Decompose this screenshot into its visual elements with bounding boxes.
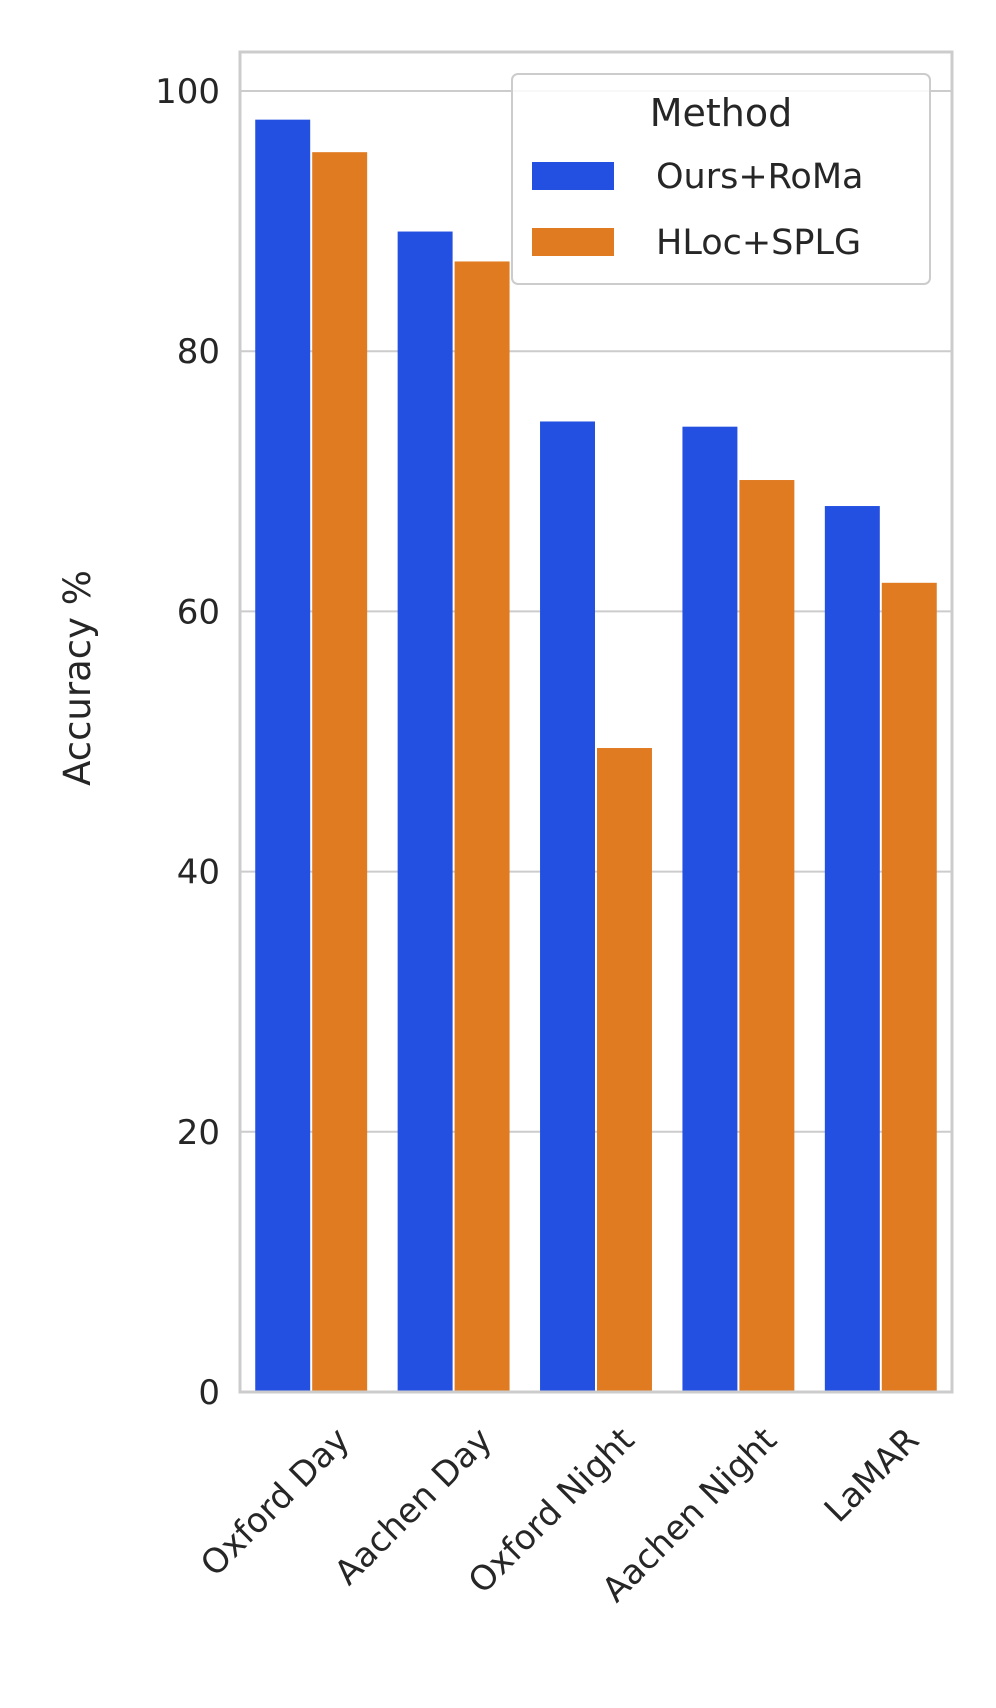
y-tick-label: 80 (177, 332, 220, 372)
legend-swatch (532, 162, 614, 190)
bar (312, 152, 368, 1392)
legend-title: Method (650, 91, 793, 135)
y-tick-labels: 0 20 40 60 80 100 (155, 72, 220, 1413)
bar (682, 426, 738, 1392)
plot-frame (238, 50, 954, 1394)
bar (454, 261, 510, 1392)
bar (824, 506, 880, 1393)
bar (255, 119, 311, 1392)
legend: Method Ours+RoMa HLoc+SPLG (511, 73, 931, 285)
y-tick-label: 40 (177, 853, 220, 893)
bar (397, 231, 453, 1393)
bar (597, 748, 652, 1392)
legend-swatch (532, 228, 614, 256)
bar (540, 421, 595, 1393)
legend-box (511, 73, 931, 285)
y-tick-label: 20 (177, 1113, 220, 1153)
y-axis-label: Accuracy % (56, 570, 99, 786)
y-tick-label: 60 (177, 592, 220, 632)
bars (255, 119, 937, 1393)
bar (881, 582, 937, 1392)
x-tick-label: LaMAR (817, 1420, 927, 1530)
legend-label: Ours+RoMa (656, 157, 864, 197)
y-tick-label: 100 (155, 72, 220, 112)
y-tick-label: 0 (198, 1373, 220, 1413)
legend-label: HLoc+SPLG (656, 223, 861, 263)
bar (739, 480, 795, 1392)
